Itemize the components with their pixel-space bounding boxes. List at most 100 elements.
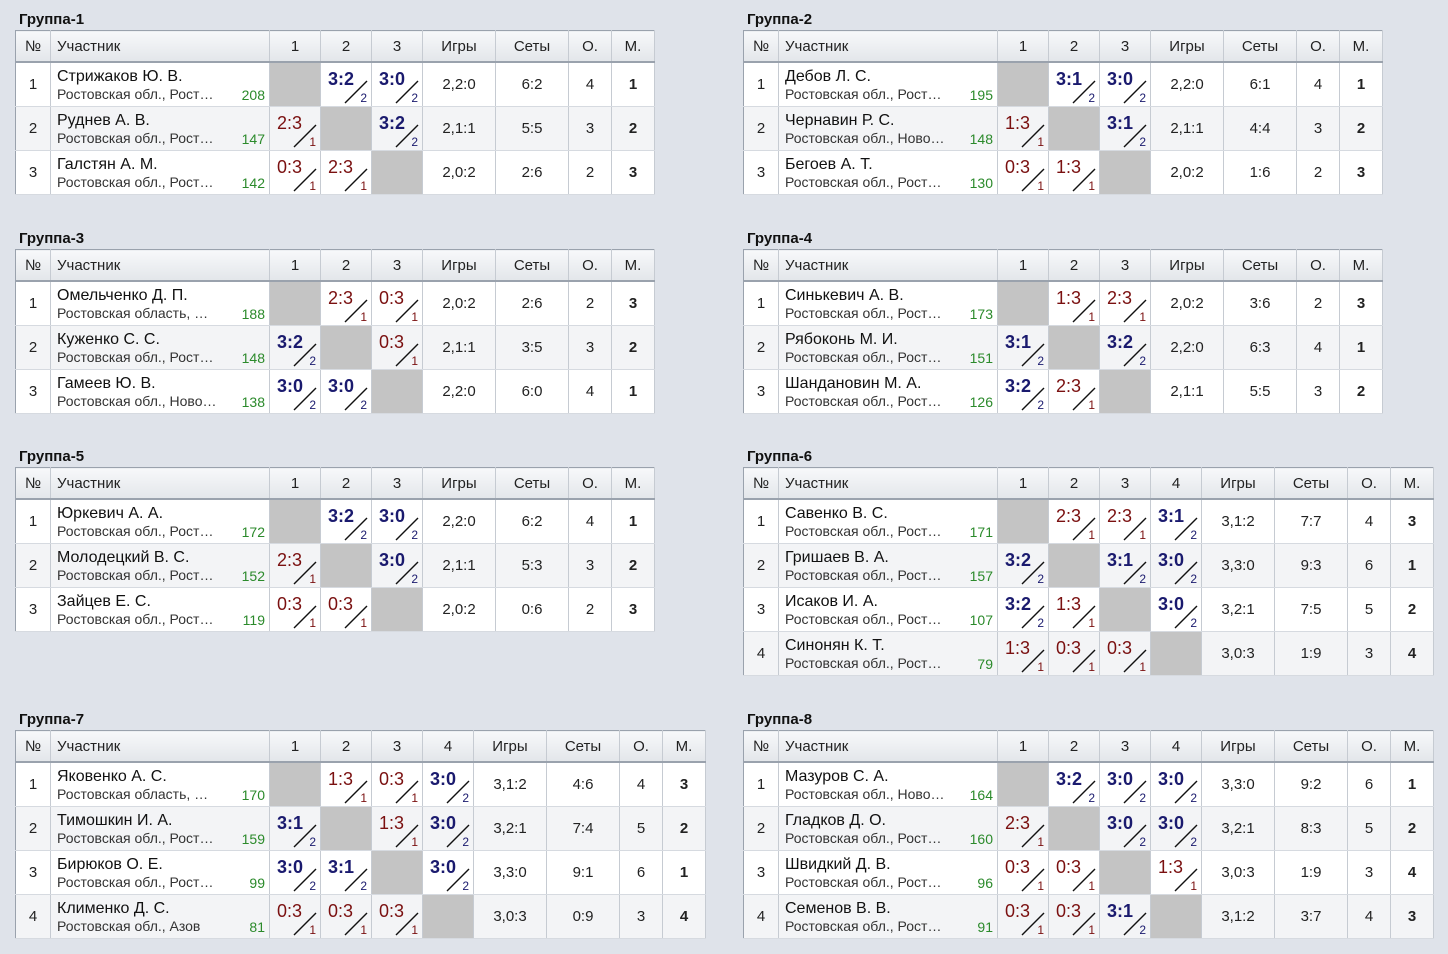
participant-name[interactable]: Яковенко А. С. bbox=[57, 767, 167, 785]
match-win[interactable]: 3:2 2 bbox=[998, 370, 1048, 413]
match-win[interactable]: 3:2 2 bbox=[1049, 763, 1099, 806]
match-result-cell[interactable]: 0:3 1 bbox=[1048, 894, 1100, 939]
match-win[interactable]: 3:0 2 bbox=[1151, 544, 1201, 587]
match-result-cell[interactable]: 3:0 2 bbox=[422, 762, 474, 807]
match-win[interactable]: 3:0 2 bbox=[372, 544, 422, 587]
participant-cell[interactable]: Зайцев Е. С. Ростовская обл., Рост… 119 bbox=[50, 587, 270, 632]
match-result-cell[interactable]: 3:2 2 bbox=[320, 62, 372, 107]
participant-name[interactable]: Синонян К. Т. bbox=[785, 636, 885, 654]
participant-name[interactable]: Галстян А. М. bbox=[57, 155, 158, 173]
match-result-cell[interactable]: 3:2 2 bbox=[997, 587, 1049, 632]
match-result-cell[interactable]: 0:3 1 bbox=[1048, 850, 1100, 895]
participant-name[interactable]: Клименко Д. С. bbox=[57, 899, 170, 917]
match-result-cell[interactable]: 3:1 2 bbox=[1099, 543, 1151, 588]
participant-cell[interactable]: Галстян А. М. Ростовская обл., Рост… 142 bbox=[50, 150, 270, 195]
match-result-cell[interactable]: 3:0 2 bbox=[269, 369, 321, 414]
match-loss[interactable]: 0:3 1 bbox=[321, 588, 371, 631]
match-win[interactable]: 3:1 2 bbox=[1049, 63, 1099, 106]
match-loss[interactable]: 1:3 1 bbox=[998, 632, 1048, 675]
match-result-cell[interactable]: 3:0 2 bbox=[1150, 806, 1202, 851]
participant-cell[interactable]: Шандановин М. А. Ростовская обл., Рост… 12… bbox=[778, 369, 998, 414]
match-result-cell[interactable]: 3:2 2 bbox=[1048, 762, 1100, 807]
match-result-cell[interactable]: 2:3 1 bbox=[320, 150, 372, 195]
participant-cell[interactable]: Мазуров С. А. Ростовская обл., Ново… 164 bbox=[778, 762, 998, 807]
participant-name[interactable]: Семенов В. В. bbox=[785, 899, 891, 917]
match-result-cell[interactable]: 2:3 1 bbox=[269, 543, 321, 588]
match-result-cell[interactable]: 1:3 1 bbox=[371, 806, 423, 851]
participant-cell[interactable]: Руднев А. В. Ростовская обл., Рост… 147 bbox=[50, 106, 270, 151]
participant-name[interactable]: Исаков И. А. bbox=[785, 592, 878, 610]
participant-cell[interactable]: Бегоев А. Т. Ростовская обл., Рост… 130 bbox=[778, 150, 998, 195]
match-loss[interactable]: 0:3 1 bbox=[998, 851, 1048, 894]
participant-cell[interactable]: Тимошкин И. А. Ростовская обл., Рост… 159 bbox=[50, 806, 270, 851]
match-result-cell[interactable]: 3:0 2 bbox=[1099, 762, 1151, 807]
match-result-cell[interactable]: 0:3 1 bbox=[371, 325, 423, 370]
participant-cell[interactable]: Стрижаков Ю. В. Ростовская обл., Рост… 208 bbox=[50, 62, 270, 107]
match-result-cell[interactable]: 3:2 2 bbox=[371, 106, 423, 151]
participant-cell[interactable]: Чернавин Р. С. Ростовская обл., Ново… 148 bbox=[778, 106, 998, 151]
match-loss[interactable]: 0:3 1 bbox=[372, 282, 422, 325]
participant-name[interactable]: Молодецкий В. С. bbox=[57, 548, 190, 566]
match-loss[interactable]: 1:3 1 bbox=[1049, 588, 1099, 631]
match-loss[interactable]: 2:3 1 bbox=[321, 151, 371, 194]
match-win[interactable]: 3:1 2 bbox=[321, 851, 371, 894]
participant-cell[interactable]: Савенко В. С. Ростовская обл., Рост… 171 bbox=[778, 499, 998, 544]
match-loss[interactable]: 1:3 1 bbox=[1049, 282, 1099, 325]
participant-name[interactable]: Чернавин Р. С. bbox=[785, 111, 895, 129]
match-loss[interactable]: 0:3 1 bbox=[1049, 895, 1099, 938]
participant-name[interactable]: Шандановин М. А. bbox=[785, 374, 922, 392]
match-result-cell[interactable]: 3:1 2 bbox=[1150, 499, 1202, 544]
match-loss[interactable]: 0:3 1 bbox=[372, 326, 422, 369]
match-result-cell[interactable]: 2:3 1 bbox=[1048, 499, 1100, 544]
match-result-cell[interactable]: 3:0 2 bbox=[1150, 543, 1202, 588]
match-result-cell[interactable]: 2:3 1 bbox=[1099, 281, 1151, 326]
match-win[interactable]: 3:2 2 bbox=[998, 544, 1048, 587]
match-result-cell[interactable]: 1:3 1 bbox=[997, 631, 1049, 676]
participant-name[interactable]: Руднев А. В. bbox=[57, 111, 150, 129]
match-result-cell[interactable]: 3:0 2 bbox=[422, 850, 474, 895]
participant-name[interactable]: Синькевич А. В. bbox=[785, 286, 904, 304]
match-result-cell[interactable]: 1:3 1 bbox=[1150, 850, 1202, 895]
match-result-cell[interactable]: 0:3 1 bbox=[371, 762, 423, 807]
match-win[interactable]: 3:2 2 bbox=[1100, 326, 1150, 369]
match-loss[interactable]: 2:3 1 bbox=[1100, 500, 1150, 543]
participant-cell[interactable]: Гамеев Ю. В. Ростовская обл., Ново… 138 bbox=[50, 369, 270, 414]
match-loss[interactable]: 0:3 1 bbox=[1049, 851, 1099, 894]
match-win[interactable]: 3:0 2 bbox=[372, 500, 422, 543]
match-result-cell[interactable]: 3:1 2 bbox=[269, 806, 321, 851]
match-result-cell[interactable]: 0:3 1 bbox=[269, 587, 321, 632]
participant-cell[interactable]: Гришаев В. А. Ростовская обл., Рост… 157 bbox=[778, 543, 998, 588]
match-result-cell[interactable]: 3:0 2 bbox=[1099, 62, 1151, 107]
match-win[interactable]: 3:0 2 bbox=[423, 851, 473, 894]
match-result-cell[interactable]: 3:0 2 bbox=[320, 369, 372, 414]
match-result-cell[interactable]: 2:3 1 bbox=[320, 281, 372, 326]
match-win[interactable]: 3:0 2 bbox=[372, 63, 422, 106]
match-result-cell[interactable]: 3:0 2 bbox=[269, 850, 321, 895]
participant-name[interactable]: Дебов Л. С. bbox=[785, 67, 871, 85]
participant-name[interactable]: Гамеев Ю. В. bbox=[57, 374, 156, 392]
participant-cell[interactable]: Яковенко А. С. Ростовская область, … 170 bbox=[50, 762, 270, 807]
match-loss[interactable]: 2:3 1 bbox=[1049, 370, 1099, 413]
match-result-cell[interactable]: 0:3 1 bbox=[997, 894, 1049, 939]
match-loss[interactable]: 2:3 1 bbox=[998, 807, 1048, 850]
participant-cell[interactable]: Куженко С. С. Ростовская обл., Рост… 148 bbox=[50, 325, 270, 370]
match-win[interactable]: 3:0 2 bbox=[1100, 807, 1150, 850]
match-result-cell[interactable]: 0:3 1 bbox=[269, 150, 321, 195]
match-result-cell[interactable]: 3:1 2 bbox=[1099, 106, 1151, 151]
match-result-cell[interactable]: 0:3 1 bbox=[997, 850, 1049, 895]
match-win[interactable]: 3:0 2 bbox=[423, 763, 473, 806]
match-result-cell[interactable]: 3:0 2 bbox=[371, 499, 423, 544]
match-win[interactable]: 3:0 2 bbox=[423, 807, 473, 850]
match-win[interactable]: 3:2 2 bbox=[321, 63, 371, 106]
match-result-cell[interactable]: 2:3 1 bbox=[1048, 369, 1100, 414]
match-result-cell[interactable]: 3:0 2 bbox=[1150, 762, 1202, 807]
match-result-cell[interactable]: 3:0 2 bbox=[371, 543, 423, 588]
match-result-cell[interactable]: 0:3 1 bbox=[371, 281, 423, 326]
participant-name[interactable]: Гришаев В. А. bbox=[785, 548, 889, 566]
match-result-cell[interactable]: 3:0 2 bbox=[371, 62, 423, 107]
match-result-cell[interactable]: 3:2 2 bbox=[997, 543, 1049, 588]
match-win[interactable]: 3:0 2 bbox=[270, 851, 320, 894]
match-result-cell[interactable]: 3:2 2 bbox=[320, 499, 372, 544]
match-result-cell[interactable]: 0:3 1 bbox=[320, 587, 372, 632]
participant-name[interactable]: Омельченко Д. П. bbox=[57, 286, 188, 304]
